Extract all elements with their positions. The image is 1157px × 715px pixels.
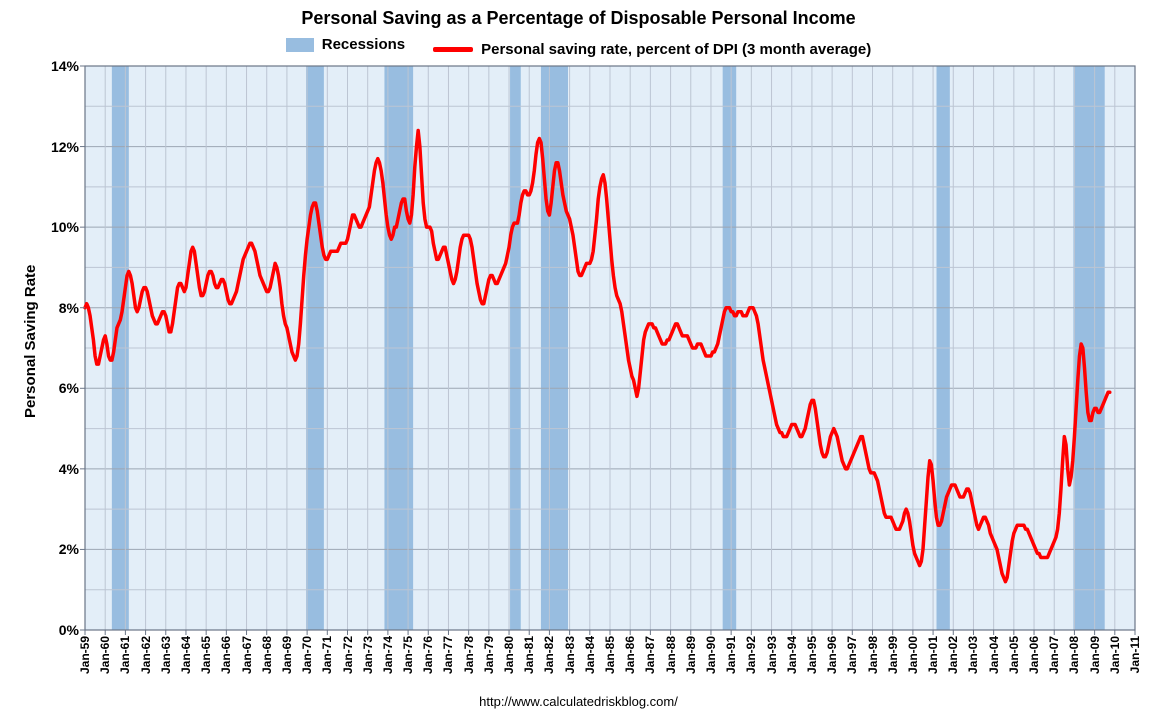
x-tick-label: Jan-01 — [926, 636, 940, 674]
x-tick-label: Jan-08 — [1067, 636, 1081, 674]
x-tick-label: Jan-64 — [179, 636, 193, 674]
x-tick-label: Jan-63 — [159, 636, 173, 674]
x-tick-label: Jan-72 — [341, 636, 355, 674]
x-tick-label: Jan-82 — [542, 636, 556, 674]
x-tick-label: Jan-05 — [1007, 636, 1021, 674]
x-tick-label: Jan-69 — [280, 636, 294, 674]
x-tick-label: Jan-88 — [664, 636, 678, 674]
x-tick-label: Jan-61 — [118, 636, 132, 674]
x-tick-label: Jan-90 — [704, 636, 718, 674]
x-tick-label: Jan-92 — [744, 636, 758, 674]
x-tick-label: Jan-09 — [1088, 636, 1102, 674]
y-tick-label: 4% — [41, 461, 79, 477]
y-tick-label: 0% — [41, 622, 79, 638]
x-tick-label: Jan-83 — [563, 636, 577, 674]
x-tick-label: Jan-77 — [441, 636, 455, 674]
x-tick-label: Jan-96 — [825, 636, 839, 674]
x-tick-label: Jan-75 — [401, 636, 415, 674]
y-tick-label: 2% — [41, 541, 79, 557]
y-tick-label: 10% — [41, 219, 79, 235]
x-tick-label: Jan-87 — [643, 636, 657, 674]
x-tick-label: Jan-07 — [1047, 636, 1061, 674]
x-tick-label: Jan-85 — [603, 636, 617, 674]
x-tick-label: Jan-06 — [1027, 636, 1041, 674]
x-tick-label: Jan-10 — [1108, 636, 1122, 674]
x-tick-label: Jan-89 — [684, 636, 698, 674]
x-tick-label: Jan-80 — [502, 636, 516, 674]
x-tick-label: Jan-94 — [785, 636, 799, 674]
x-tick-label: Jan-97 — [845, 636, 859, 674]
x-tick-label: Jan-03 — [966, 636, 980, 674]
x-tick-label: Jan-60 — [98, 636, 112, 674]
x-tick-label: Jan-78 — [462, 636, 476, 674]
y-tick-label: 8% — [41, 300, 79, 316]
x-tick-label: Jan-62 — [139, 636, 153, 674]
x-tick-label: Jan-66 — [219, 636, 233, 674]
x-tick-label: Jan-93 — [765, 636, 779, 674]
x-tick-label: Jan-74 — [381, 636, 395, 674]
chart-container: Personal Saving as a Percentage of Dispo… — [0, 0, 1157, 715]
x-tick-label: Jan-79 — [482, 636, 496, 674]
x-tick-label: Jan-59 — [78, 636, 92, 674]
x-tick-label: Jan-68 — [260, 636, 274, 674]
chart-plot-area — [0, 0, 1157, 715]
x-tick-label: Jan-11 — [1128, 636, 1142, 673]
x-tick-label: Jan-70 — [300, 636, 314, 674]
y-tick-label: 6% — [41, 380, 79, 396]
x-tick-label: Jan-98 — [866, 636, 880, 674]
x-tick-label: Jan-65 — [199, 636, 213, 674]
x-tick-label: Jan-04 — [987, 636, 1001, 674]
x-tick-label: Jan-76 — [421, 636, 435, 674]
x-tick-label: Jan-67 — [240, 636, 254, 674]
x-tick-label: Jan-91 — [724, 636, 738, 674]
x-tick-label: Jan-86 — [623, 636, 637, 674]
x-tick-label: Jan-02 — [946, 636, 960, 674]
x-tick-label: Jan-71 — [320, 636, 334, 674]
x-tick-label: Jan-81 — [522, 636, 536, 674]
x-tick-label: Jan-73 — [361, 636, 375, 674]
chart-source: http://www.calculatedriskblog.com/ — [0, 694, 1157, 709]
x-tick-label: Jan-95 — [805, 636, 819, 674]
y-tick-label: 12% — [41, 139, 79, 155]
x-tick-label: Jan-99 — [886, 636, 900, 674]
y-tick-label: 14% — [41, 58, 79, 74]
x-tick-label: Jan-00 — [906, 636, 920, 674]
x-tick-label: Jan-84 — [583, 636, 597, 674]
